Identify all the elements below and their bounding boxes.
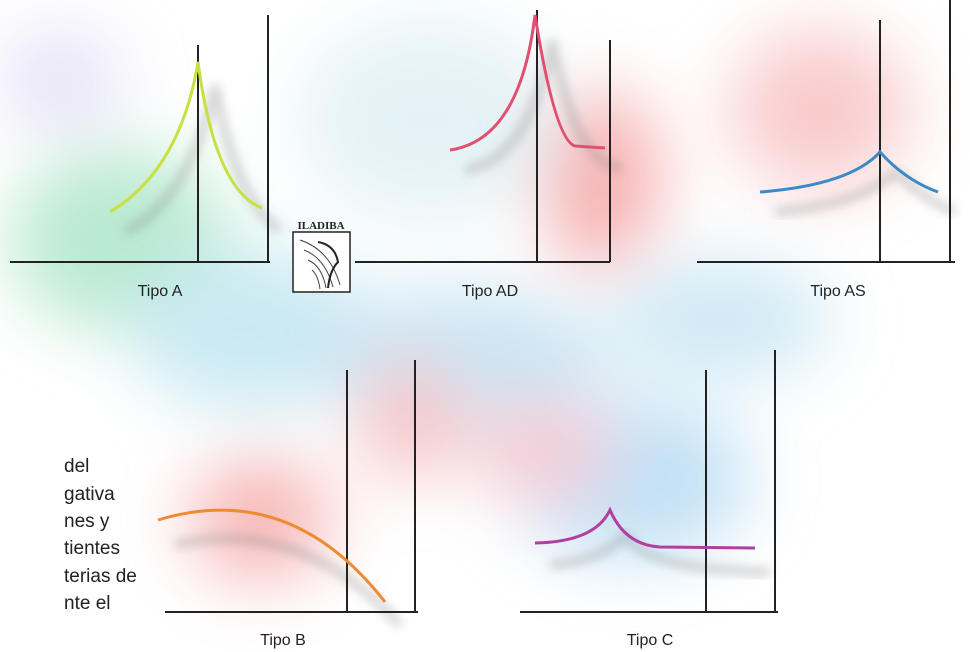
- illustration: Tipo A Tipo AD Tipo AS ILADIBA Tipo B Ti…: [0, 0, 970, 652]
- background: [0, 20, 910, 580]
- panel-label: Tipo B: [260, 632, 306, 649]
- text-line: terias de: [64, 566, 137, 587]
- text-line: tientes: [64, 538, 120, 559]
- panel-label: Tipo AD: [462, 283, 518, 300]
- side-text: del gativa nes y tientes terias de nte e…: [64, 456, 137, 614]
- text-line: nes y: [64, 511, 110, 532]
- panel-label: Tipo AS: [810, 283, 865, 300]
- text-line: del: [64, 456, 89, 477]
- text-line: gativa: [64, 484, 115, 505]
- text-line: nte el: [64, 593, 110, 614]
- logo-text: ILADIBA: [297, 220, 344, 232]
- logo: ILADIBA: [293, 220, 350, 292]
- panel-label: Tipo C: [627, 632, 674, 649]
- panel-label: Tipo A: [138, 283, 183, 300]
